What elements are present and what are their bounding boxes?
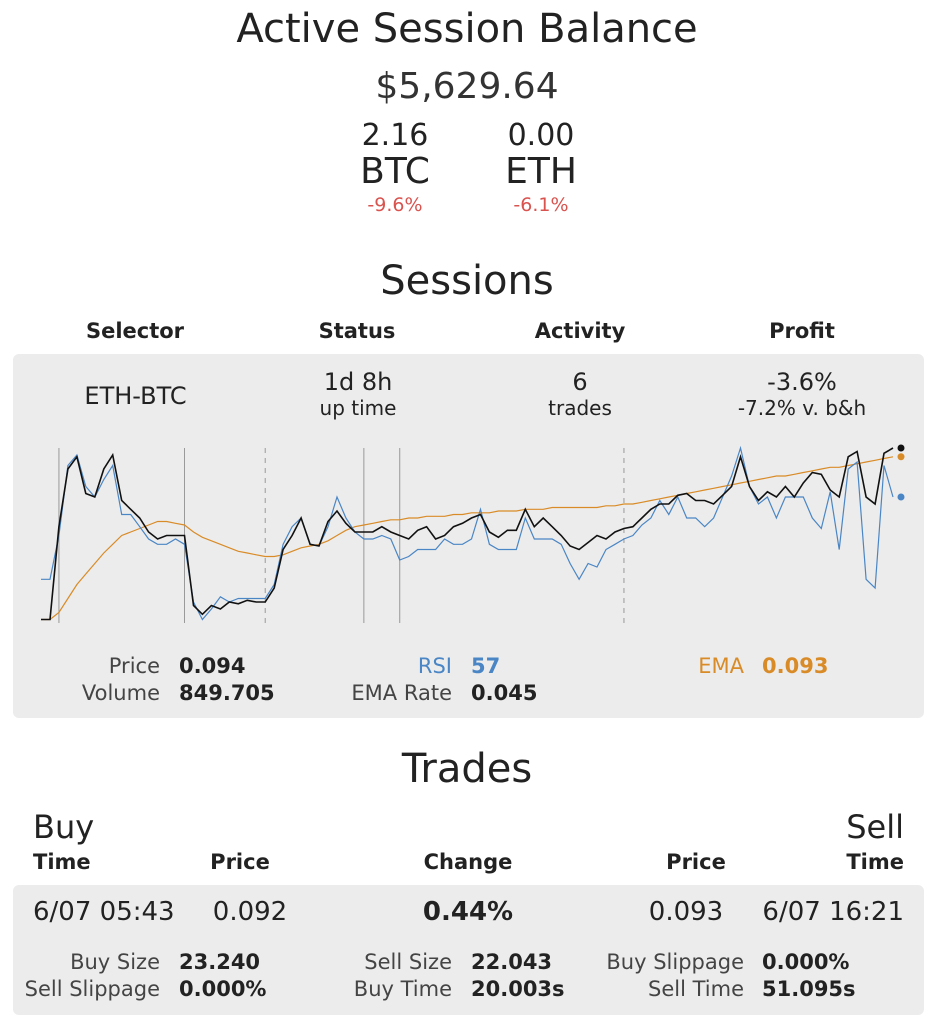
trades-title: Trades bbox=[401, 746, 533, 792]
currency-amount: 2.16 bbox=[361, 118, 429, 153]
sell-time-label: Sell Time bbox=[648, 977, 744, 1001]
header-sell-time: Time bbox=[846, 850, 904, 874]
uptime-value: 1d 8h bbox=[323, 368, 393, 396]
rsi-last-point bbox=[897, 493, 905, 501]
volume-value: 849.705 bbox=[179, 681, 275, 705]
sessions-title: Sessions bbox=[380, 258, 554, 304]
ema-rate-label: EMA Rate bbox=[351, 681, 452, 705]
price-last-point bbox=[897, 444, 905, 452]
currency-change: -9.6% bbox=[367, 194, 423, 216]
buy-slippage-value: 0.000% bbox=[762, 950, 850, 974]
ema-value: 0.093 bbox=[762, 654, 829, 678]
header-activity: Activity bbox=[534, 319, 626, 343]
profit-vs-buy-hold: -7.2% v. b&h bbox=[737, 396, 867, 420]
sell-slippage-value: 0.000% bbox=[179, 977, 267, 1001]
uptime-label: up time bbox=[319, 396, 397, 420]
header-buy-time: Time bbox=[33, 850, 91, 874]
ema-rate-value: 0.045 bbox=[471, 681, 538, 705]
header-selector: Selector bbox=[85, 319, 185, 343]
currency-eth: 0.00 ETH -6.1% bbox=[491, 118, 591, 216]
session-card[interactable]: ETH-BTC 1d 8h up time 6 trades -3.6% -7.… bbox=[13, 354, 924, 718]
rsi-value: 57 bbox=[471, 654, 501, 678]
buy-size-label: Buy Size bbox=[70, 950, 160, 974]
trade-change: 0.44% bbox=[422, 897, 514, 927]
sell-label: Sell bbox=[846, 808, 904, 846]
session-chart bbox=[41, 444, 905, 623]
balance-title: Active Session Balance bbox=[236, 6, 698, 52]
profit-value: -3.6% bbox=[767, 368, 837, 396]
session-activity: 6 trades bbox=[505, 368, 655, 420]
buy-price: 0.092 bbox=[212, 897, 288, 927]
ema-last-point bbox=[897, 453, 905, 461]
buy-slippage-label: Buy Slippage bbox=[606, 950, 744, 974]
currency-symbol: BTC bbox=[360, 151, 430, 192]
buy-time: 6/07 05:43 bbox=[33, 897, 175, 927]
sell-time-value: 51.095s bbox=[762, 977, 856, 1001]
header-status: Status bbox=[318, 319, 396, 343]
header-change: Change bbox=[423, 850, 513, 874]
sell-slippage-label: Sell Slippage bbox=[24, 977, 160, 1001]
sell-time: 6/07 16:21 bbox=[762, 897, 904, 927]
trades-label: trades bbox=[548, 396, 612, 420]
header-buy-price: Price bbox=[210, 850, 270, 874]
volume-label: Volume bbox=[81, 681, 160, 705]
price-value: 0.094 bbox=[179, 654, 246, 678]
buy-time-label: Buy Time bbox=[353, 977, 452, 1001]
buy-label: Buy bbox=[33, 808, 95, 846]
sell-size-value: 22.043 bbox=[471, 950, 553, 974]
currency-btc: 2.16 BTC -9.6% bbox=[345, 118, 445, 216]
header-sell-price: Price bbox=[666, 850, 726, 874]
buy-size-value: 23.240 bbox=[179, 950, 261, 974]
price-series-line bbox=[41, 447, 894, 621]
header-profit: Profit bbox=[769, 319, 835, 343]
buy-time-value: 20.003s bbox=[471, 977, 565, 1001]
session-profit: -3.6% -7.2% v. b&h bbox=[702, 368, 902, 420]
price-label: Price bbox=[108, 654, 160, 678]
session-status: 1d 8h up time bbox=[283, 368, 433, 420]
trades-count: 6 bbox=[572, 368, 588, 396]
ema-label: EMA bbox=[698, 654, 744, 678]
rsi-label: RSI bbox=[417, 654, 452, 678]
sell-size-label: Sell Size bbox=[364, 950, 452, 974]
balance-amount: $5,629.64 bbox=[375, 66, 559, 107]
currency-change: -6.1% bbox=[513, 194, 569, 216]
currency-symbol: ETH bbox=[505, 151, 577, 192]
session-selector[interactable]: ETH-BTC bbox=[84, 382, 187, 410]
rsi-series-line bbox=[41, 445, 894, 621]
ema-series-line bbox=[41, 456, 894, 621]
currency-amount: 0.00 bbox=[507, 118, 575, 153]
sell-price: 0.093 bbox=[648, 897, 724, 927]
trade-card[interactable]: 6/07 05:43 0.092 0.44% 0.093 6/07 16:21 … bbox=[13, 885, 924, 1015]
